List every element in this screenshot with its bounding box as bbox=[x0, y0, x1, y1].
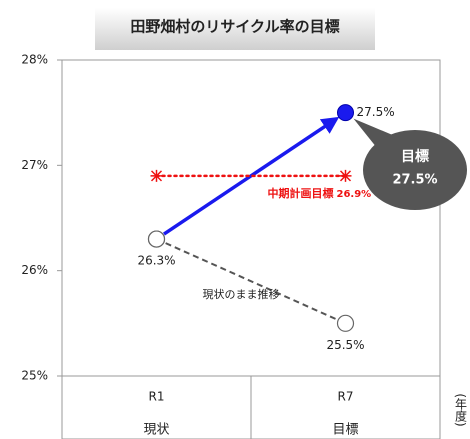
point-marker bbox=[147, 230, 166, 248]
point-marker bbox=[336, 314, 355, 332]
x-tick-label: R7 bbox=[338, 390, 354, 404]
data-label: 25.5% bbox=[326, 338, 364, 352]
target-arrow bbox=[163, 116, 340, 236]
x-tick-label: R1 bbox=[149, 390, 165, 404]
chart-title: 田野畑村のリサイクル率の目標 bbox=[130, 18, 339, 36]
point-marker bbox=[337, 104, 354, 122]
asterisk-marker bbox=[339, 169, 352, 182]
callout-title: 目標 bbox=[401, 148, 429, 165]
x-axis-label: (年度) bbox=[454, 393, 468, 426]
y-tick-label: 25% bbox=[21, 369, 48, 383]
y-tick-label: 26% bbox=[21, 263, 48, 277]
callout-text: 27.5% bbox=[392, 173, 437, 188]
asterisk-marker bbox=[150, 169, 163, 182]
data-label: 26.9% bbox=[337, 189, 372, 200]
callout-bubble bbox=[363, 130, 467, 210]
y-tick-label: 28% bbox=[21, 53, 48, 67]
x-category-label: 目標 bbox=[332, 423, 358, 438]
series-line bbox=[156, 238, 346, 325]
series-label: 現状のまま推移 bbox=[203, 287, 280, 301]
y-tick-label: 27% bbox=[21, 158, 48, 172]
series-label: 中期計画目標 bbox=[268, 186, 334, 200]
data-label: 27.5% bbox=[357, 105, 395, 119]
x-category-label: 現状 bbox=[143, 423, 169, 438]
data-label: 26.3% bbox=[137, 254, 175, 268]
title-box bbox=[95, 8, 375, 50]
